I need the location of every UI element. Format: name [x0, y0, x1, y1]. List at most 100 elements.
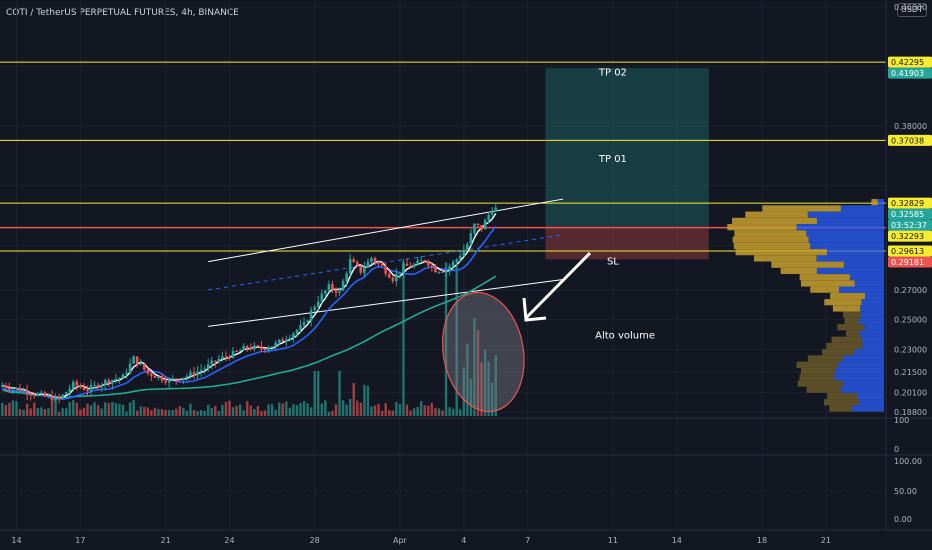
price-tick-label: 0.18800	[894, 408, 927, 417]
candle	[309, 306, 313, 327]
candle-body	[437, 271, 441, 273]
annotation-label[interactable]: Alto volume	[595, 330, 655, 341]
arrow-shaft[interactable]	[524, 251, 592, 320]
candle	[143, 363, 146, 372]
volume-bar	[473, 318, 476, 416]
volume-bar	[217, 411, 221, 416]
volume-profile-sell	[780, 267, 817, 275]
price-tag[interactable]: 0.29181	[888, 256, 932, 268]
candle-body	[89, 385, 93, 392]
channel-lower-line[interactable]	[208, 278, 564, 327]
volume-bar	[494, 355, 497, 416]
time-axis[interactable]: 14 17 21 24 28 Apr 4 7 11 14 18 21	[11, 536, 831, 545]
channel-upper-line[interactable]	[208, 198, 564, 263]
price-tag[interactable]: 03:52:37	[888, 219, 932, 231]
candle-body	[409, 265, 412, 267]
candle	[103, 378, 107, 391]
stop-loss-zone[interactable]	[545, 226, 709, 260]
volume-bars	[1, 261, 534, 418]
volume-bar	[487, 361, 490, 416]
time-tick-label: 14	[11, 536, 21, 545]
volume-bar	[22, 409, 25, 416]
volume-profile-sell	[732, 236, 809, 243]
price-tag[interactable]: 0.32829	[888, 197, 932, 209]
price-tag[interactable]: 0.32585	[888, 208, 932, 220]
channel-mid-line[interactable]	[208, 234, 564, 291]
high-volume-highlight[interactable]	[434, 286, 534, 418]
volume-profile-sell	[745, 211, 808, 218]
candle-body	[245, 346, 249, 348]
candle-body	[196, 371, 199, 376]
price-axis[interactable]: 0.46000 0.38000 0.27000 0.25000 0.23000 0.215…	[885, 0, 932, 530]
price-tag[interactable]: 0.29613	[888, 245, 932, 257]
candle	[15, 387, 18, 392]
volume-profile-buy	[851, 405, 884, 412]
candle-body	[54, 396, 57, 401]
candle-body	[427, 260, 430, 266]
annotation-label[interactable]: TP 01	[598, 154, 627, 165]
candle	[256, 344, 260, 349]
volume-bar	[256, 406, 260, 416]
candle	[47, 393, 50, 399]
volume-bar	[309, 407, 313, 416]
candle	[185, 373, 189, 382]
volume-profile-sell	[771, 261, 844, 268]
candle	[210, 356, 214, 370]
candle-body	[150, 373, 153, 377]
volume-bar	[150, 410, 153, 416]
volume-bar	[231, 407, 235, 416]
candle-body	[29, 394, 32, 396]
ma-long-line	[2, 275, 497, 399]
annotations[interactable]: TP 02 TP 01 SL Alto volume	[522, 67, 655, 341]
volume-profile-buy	[806, 230, 884, 237]
price-tag-bg	[888, 208, 932, 220]
annotation-label[interactable]: TP 02	[598, 67, 627, 78]
annotation-label[interactable]: SL	[607, 257, 619, 268]
volume-bar	[320, 403, 323, 416]
candle-body	[487, 214, 490, 221]
candle-body	[327, 284, 331, 291]
candle	[135, 356, 139, 368]
volume-bar	[214, 405, 217, 416]
candle-body	[270, 346, 274, 348]
volume-bar	[377, 403, 380, 416]
currency-unit-label[interactable]: USDT	[897, 3, 927, 17]
candle	[348, 253, 352, 277]
candle	[434, 264, 437, 273]
candle-body	[494, 207, 498, 212]
candle-body	[192, 372, 196, 376]
trend-channel[interactable]	[208, 198, 564, 327]
price-tag[interactable]: 0.41903	[888, 67, 932, 79]
take-profit-zone[interactable]	[545, 67, 709, 227]
price-tag-bg	[888, 134, 932, 146]
price-tag[interactable]: 0.32293	[888, 230, 932, 242]
candle	[324, 289, 327, 298]
volume-profile-buy	[807, 211, 884, 218]
volume-bar	[405, 404, 409, 416]
volume-bar	[153, 407, 157, 416]
volume-bar	[480, 362, 483, 416]
volume-profile-buy	[857, 392, 884, 400]
volume-bar	[68, 402, 71, 416]
candle-body	[0, 385, 4, 387]
price-tag[interactable]: 0.42295	[888, 56, 932, 68]
time-tick-label: 21	[821, 536, 831, 545]
candle-body	[281, 339, 285, 342]
price-tag-label: 0.42295	[891, 58, 924, 67]
arrow-head-icon[interactable]	[522, 297, 547, 322]
volume-bar	[192, 409, 196, 416]
volume-bar	[89, 405, 93, 416]
candle	[29, 391, 32, 401]
volume-profile-buy	[854, 280, 884, 287]
volume-profile-buy	[816, 217, 884, 225]
time-tick-label: 24	[224, 536, 234, 545]
trade-position-box[interactable]	[545, 67, 709, 260]
price-tag-bg	[888, 256, 932, 268]
volume-profile-buy	[860, 311, 884, 318]
volume-profile-sell	[824, 399, 859, 406]
price-tag[interactable]: 0.37038	[888, 134, 932, 146]
volume-bar	[359, 402, 363, 416]
volume-profile-sell	[843, 311, 861, 318]
volume-bar	[57, 411, 61, 416]
